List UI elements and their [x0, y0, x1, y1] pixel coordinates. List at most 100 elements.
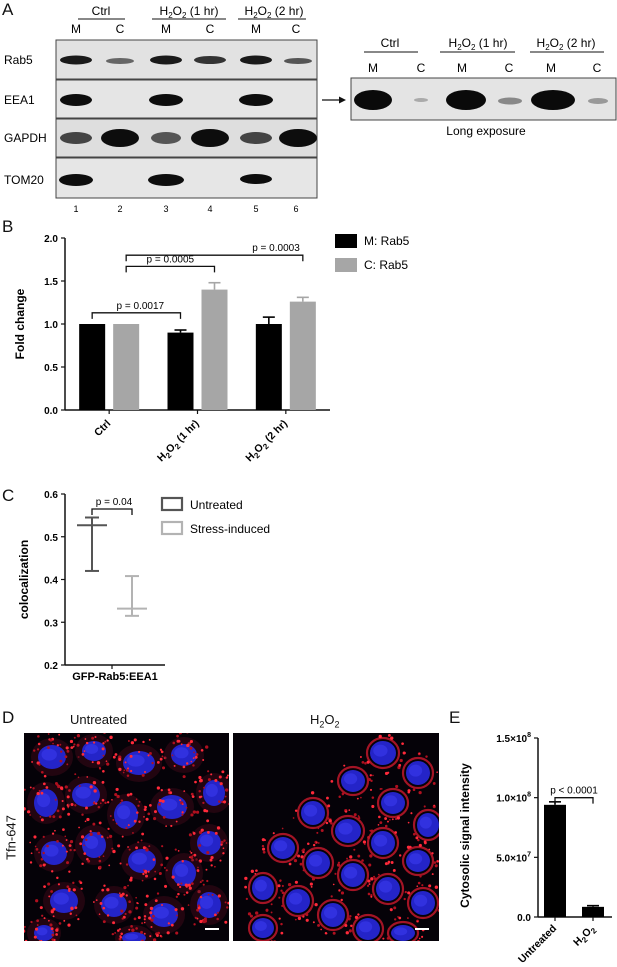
puncta	[85, 741, 89, 745]
puncta	[76, 743, 80, 747]
puncta	[74, 906, 78, 910]
puncta	[387, 820, 389, 823]
puncta	[384, 824, 388, 828]
puncta	[56, 876, 59, 880]
puncta	[170, 824, 173, 828]
puncta	[46, 844, 49, 848]
puncta	[176, 734, 179, 738]
puncta	[129, 754, 133, 758]
puncta	[317, 827, 320, 830]
puncta	[102, 770, 105, 773]
puncta	[156, 786, 160, 790]
puncta	[50, 890, 53, 893]
puncta	[412, 832, 416, 836]
puncta	[261, 844, 265, 848]
puncta	[416, 920, 419, 923]
puncta	[192, 757, 195, 759]
puncta	[52, 907, 56, 911]
nucleus-highlight	[117, 805, 131, 820]
puncta	[210, 855, 214, 860]
puncta	[317, 923, 320, 927]
puncta	[200, 748, 204, 752]
bar	[79, 324, 106, 410]
puncta	[120, 799, 124, 802]
puncta	[181, 813, 184, 816]
puncta	[156, 892, 160, 895]
puncta	[162, 766, 166, 770]
puncta	[115, 787, 119, 792]
puncta	[194, 755, 198, 759]
puncta	[356, 797, 359, 800]
puncta	[66, 885, 70, 889]
significance-bracket	[554, 797, 594, 804]
puncta	[37, 735, 40, 738]
puncta	[211, 893, 214, 896]
puncta	[354, 915, 359, 919]
puncta	[99, 802, 102, 805]
puncta	[68, 889, 71, 893]
p-value-label: p = 0.0005	[147, 254, 195, 265]
puncta	[199, 919, 203, 924]
puncta	[104, 740, 107, 743]
eea1-bands	[60, 94, 273, 106]
puncta	[112, 849, 116, 854]
puncta	[418, 752, 421, 755]
cell-membrane	[401, 845, 435, 877]
puncta	[87, 859, 91, 863]
puncta	[387, 860, 391, 864]
puncta	[102, 906, 106, 910]
puncta	[153, 877, 157, 881]
puncta	[224, 901, 227, 904]
puncta	[121, 892, 125, 896]
blot-strip-gapdh	[55, 118, 318, 158]
puncta	[119, 862, 122, 865]
puncta	[165, 869, 168, 872]
group-label-h2o2-2hr: H2O2 (2 hr)	[245, 4, 304, 20]
puncta	[79, 881, 83, 885]
puncta	[62, 828, 65, 831]
puncta	[369, 829, 372, 832]
puncta	[61, 799, 64, 803]
puncta	[380, 788, 383, 790]
puncta	[309, 882, 313, 886]
nucleus-highlight	[153, 906, 169, 919]
panel-letter-e: E	[449, 708, 461, 727]
puncta	[357, 854, 361, 858]
puncta	[265, 908, 269, 912]
puncta	[417, 940, 420, 941]
puncta	[73, 736, 76, 739]
puncta	[433, 804, 436, 807]
puncta	[262, 850, 266, 854]
puncta	[47, 882, 51, 886]
nucleus-highlight	[419, 816, 432, 829]
puncta	[31, 761, 33, 763]
puncta	[24, 788, 26, 791]
puncta	[122, 771, 125, 774]
puncta	[198, 779, 202, 783]
puncta	[68, 789, 71, 792]
y-tick-label: 1.5×108	[496, 732, 531, 745]
puncta	[198, 789, 201, 793]
nucleus-highlight	[344, 866, 358, 879]
puncta	[193, 923, 196, 926]
puncta	[177, 892, 180, 896]
puncta	[216, 917, 219, 921]
puncta	[417, 838, 420, 842]
puncta	[294, 918, 297, 921]
puncta	[213, 913, 217, 917]
puncta	[272, 832, 275, 835]
nucleus-highlight	[160, 798, 178, 811]
puncta	[165, 856, 169, 860]
puncta	[66, 861, 70, 865]
puncta	[29, 841, 32, 844]
puncta	[135, 896, 137, 899]
puncta	[407, 791, 411, 794]
puncta	[58, 922, 62, 925]
puncta	[36, 919, 40, 923]
puncta	[340, 898, 343, 902]
puncta	[38, 851, 40, 854]
puncta	[138, 800, 141, 803]
puncta	[391, 818, 394, 821]
puncta	[63, 919, 66, 922]
legend-swatch	[335, 234, 357, 248]
